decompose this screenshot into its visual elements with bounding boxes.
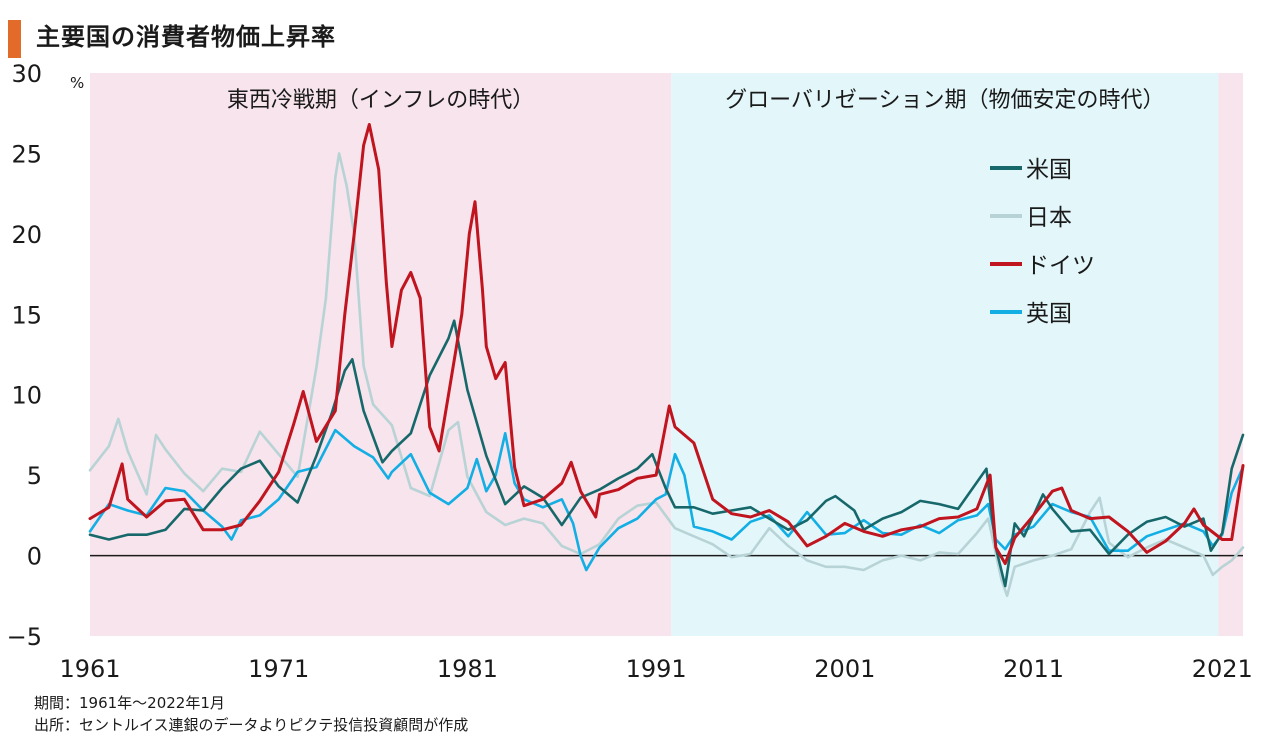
x-tick-label: 2001 [814, 655, 875, 683]
y-tick-label: 15 [11, 301, 42, 329]
y-tick-label: 10 [11, 382, 42, 410]
title-accent-bar [8, 20, 21, 58]
y-tick-label: 20 [11, 221, 42, 249]
legend-label: 米国 [1026, 157, 1072, 183]
axes: 30 25 20 15 10 5 0 −5% 1961 1971 1981 1991 2001 2011 2… [7, 60, 1253, 683]
series-line [88, 123, 1245, 566]
footnote-source: 出所：セントルイス連銀のデータよりピクテ投信投資顧問が作成 [34, 716, 469, 734]
legend-label: ドイツ [1026, 253, 1095, 279]
x-tick-label: 2021 [1192, 655, 1253, 683]
y-tick-label: −5 [7, 623, 42, 651]
chart-svg: 東西冷戦期（インフレの時代） グローバリゼーション期（物価安定の時代） 30 25 2… [7, 60, 1253, 683]
x-tick-label: 1971 [248, 655, 309, 683]
period-background [90, 73, 672, 636]
period-labels: 東西冷戦期（インフレの時代） グローバリゼーション期（物価安定の時代） [227, 88, 1165, 113]
legend-label: 英国 [1026, 301, 1072, 327]
period-label-globalization: グローバリゼーション期（物価安定の時代） [725, 88, 1164, 113]
y-unit-label: % [70, 74, 84, 92]
period-label-cold-war: 東西冷戦期（インフレの時代） [227, 88, 534, 113]
period-background [671, 73, 1219, 636]
legend-label: 日本 [1026, 205, 1072, 231]
period-backgrounds [90, 73, 1243, 636]
x-tick-label: 1981 [437, 655, 498, 683]
series-lines [88, 123, 1245, 598]
series-line [88, 319, 1245, 588]
y-tick-label: 30 [11, 60, 42, 88]
chart-title: 主要国の消費者物価上昇率 [36, 23, 336, 51]
period-background [1218, 73, 1243, 636]
series-line [88, 428, 1245, 572]
y-tick-label: 5 [27, 462, 42, 490]
footnote-period: 期間：1961年～2022年1月 [34, 694, 225, 712]
x-tick-label: 1961 [59, 655, 120, 683]
y-tick-label: 0 [27, 543, 42, 571]
x-tick-label: 2011 [1003, 655, 1064, 683]
x-tick-label: 1991 [626, 655, 687, 683]
y-tick-label: 25 [11, 140, 42, 168]
